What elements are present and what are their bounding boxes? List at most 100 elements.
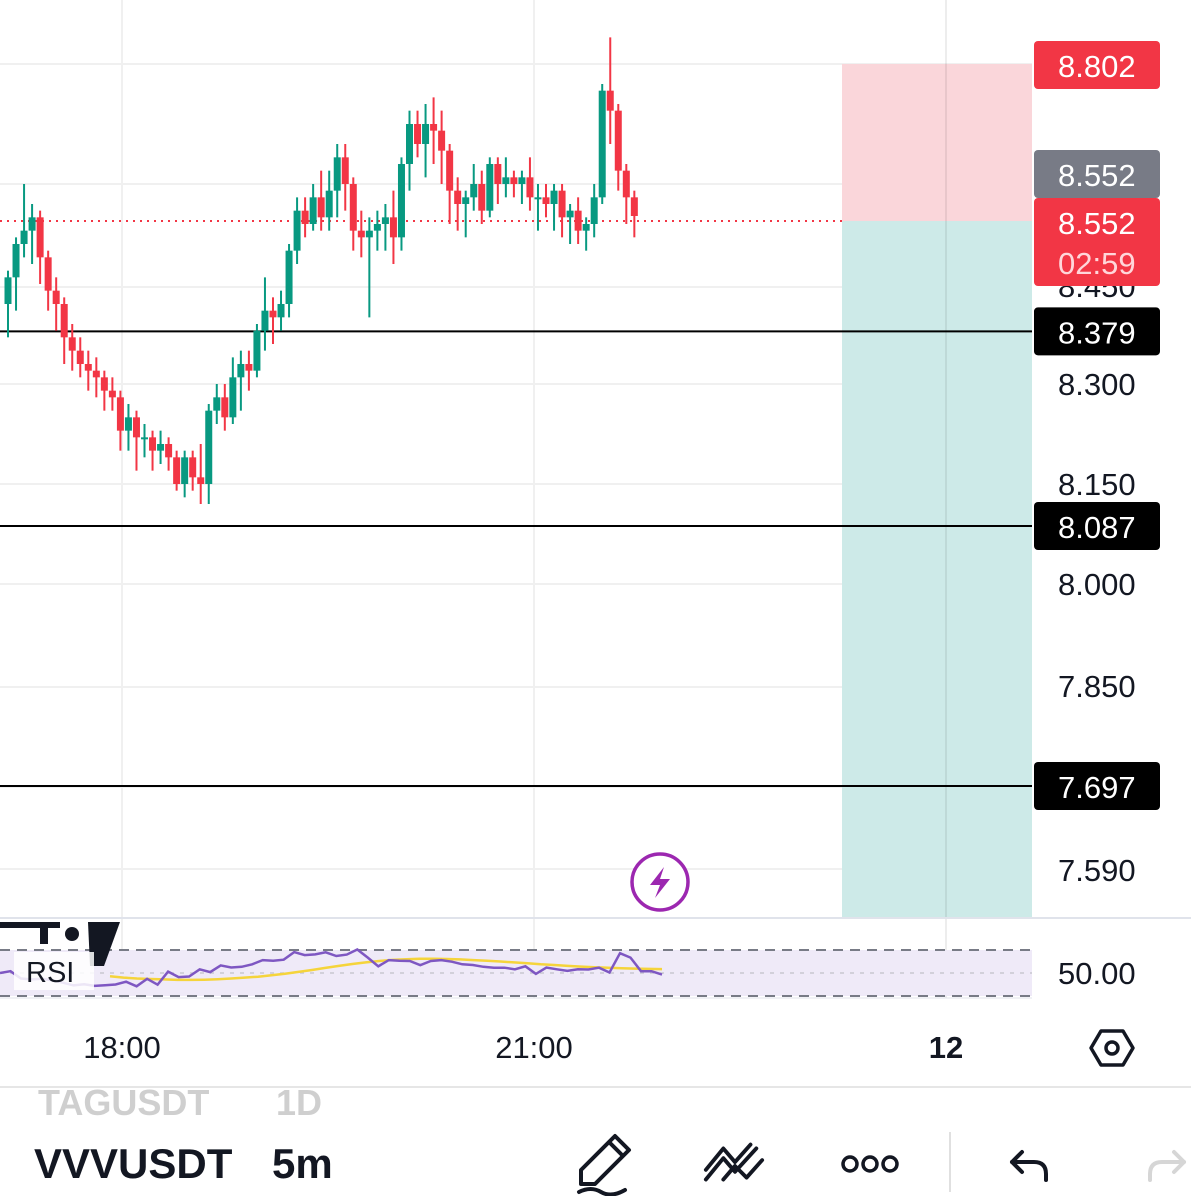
- time-tick-2100: 21:00: [495, 1030, 573, 1065]
- candle-body: [52, 290, 60, 304]
- price-axis[interactable]: 8.450 8.300 8.150 8.000 7.850 7.590: [1058, 269, 1136, 888]
- indicators-icon[interactable]: [702, 1132, 766, 1196]
- interval-button[interactable]: 5m: [272, 1140, 333, 1187]
- candle-body: [76, 350, 84, 364]
- candle-body: [526, 177, 534, 198]
- undo-icon[interactable]: [998, 1132, 1062, 1196]
- candle-body: [333, 157, 341, 191]
- candle-body: [108, 390, 116, 398]
- candle-body: [534, 197, 542, 200]
- line-tag-value: 8.379: [1058, 315, 1136, 350]
- bottom-toolbar: TAGUSDT 1D VVVUSDT 5m: [0, 1082, 1191, 1202]
- stop-loss-value: 8.802: [1058, 49, 1136, 84]
- candle-body: [181, 457, 189, 484]
- lightning-icon[interactable]: [630, 852, 690, 912]
- candle-body: [197, 477, 205, 484]
- more-dots-icon[interactable]: [838, 1132, 902, 1196]
- candle-body: [381, 217, 389, 224]
- candle-body: [309, 197, 317, 224]
- candle-body: [4, 277, 12, 304]
- rsi-line: [0, 948, 663, 988]
- last-price-value: 8.552: [1058, 158, 1136, 193]
- candle-body: [574, 210, 582, 231]
- candle-body: [28, 217, 36, 231]
- candle-body: [325, 190, 333, 218]
- candle-body: [293, 210, 301, 251]
- candle-body: [590, 197, 598, 224]
- candle-body: [132, 417, 140, 438]
- symbol-button[interactable]: VVVUSDT: [34, 1140, 233, 1187]
- candle-body: [301, 210, 309, 224]
- rsi-label[interactable]: RSI: [26, 957, 74, 989]
- toolbar-separator: [949, 1132, 951, 1192]
- candle-body: [430, 124, 438, 131]
- rsi-label-bg: [14, 952, 94, 990]
- candle-body: [44, 257, 52, 291]
- candle-body: [221, 397, 229, 418]
- tradingview-logo: [0, 922, 120, 966]
- candle-body: [269, 310, 277, 318]
- redo-icon[interactable]: [1134, 1132, 1191, 1196]
- last-price-tag[interactable]: 8.552: [1034, 150, 1160, 198]
- candle-body: [213, 397, 221, 411]
- price-tick-8000: 8.000: [1058, 567, 1136, 602]
- candle-body: [149, 437, 157, 451]
- candle-body: [317, 197, 325, 218]
- candle-body: [414, 124, 422, 144]
- current-price-value: 8.552: [1058, 206, 1136, 241]
- candle-body: [84, 364, 92, 371]
- candle-body: [141, 437, 149, 440]
- rsi-y-tick: 50.00: [1058, 956, 1136, 991]
- candle-body: [365, 230, 373, 238]
- candle-body: [494, 164, 502, 184]
- candle-body: [470, 184, 478, 198]
- candle-body: [502, 177, 510, 184]
- candle-body: [373, 224, 381, 231]
- horizontal-lines[interactable]: [0, 330, 1032, 787]
- candle-body: [630, 197, 638, 216]
- candle-body: [438, 130, 446, 151]
- line-tag-bg[interactable]: [1034, 502, 1160, 550]
- rsi-band: [0, 950, 1032, 996]
- stop-loss-zone[interactable]: [842, 64, 1032, 221]
- candle-body: [486, 164, 494, 211]
- candle-body: [157, 444, 165, 451]
- settings-hexagon-icon[interactable]: [1089, 1029, 1135, 1067]
- price-tick-7850: 7.850: [1058, 669, 1136, 704]
- line-price-tags[interactable]: 8.379 8.087 7.697: [1034, 307, 1160, 810]
- candle-body: [116, 397, 124, 431]
- candle-body: [422, 124, 430, 144]
- candle-body: [550, 190, 558, 204]
- candle-body: [510, 177, 518, 184]
- candle-body: [558, 190, 566, 218]
- candle-body: [598, 90, 606, 198]
- pencil-draw-icon[interactable]: [572, 1132, 636, 1196]
- candle-body: [36, 217, 44, 258]
- current-price-tag[interactable]: 8.552 02:59: [1034, 198, 1160, 286]
- candle-body: [165, 444, 173, 458]
- candle-body: [462, 197, 470, 204]
- take-profit-zone[interactable]: [842, 221, 1032, 918]
- candle-body: [173, 457, 181, 484]
- position-tool[interactable]: [842, 64, 1032, 918]
- chart-area[interactable]: RSI 50.00 8.450 8.300 8.150 8.000 7.850 …: [0, 0, 1191, 1085]
- candle-body: [237, 364, 245, 378]
- candle-body: [245, 364, 253, 371]
- countdown-value: 02:59: [1058, 246, 1136, 281]
- rsi-pane: RSI 50.00: [0, 922, 1136, 997]
- candle-body: [205, 410, 213, 484]
- price-tick-8300: 8.300: [1058, 367, 1136, 402]
- candle-body: [518, 177, 526, 184]
- stop-loss-tag[interactable]: 8.802: [1034, 41, 1160, 89]
- candle-body: [277, 304, 285, 318]
- candle-body: [614, 110, 622, 171]
- line-tag-bg[interactable]: [1034, 762, 1160, 810]
- candle-body: [566, 210, 574, 218]
- candle-body: [92, 370, 100, 378]
- line-tag-value: 7.697: [1058, 770, 1136, 805]
- candle-body: [357, 230, 365, 238]
- candle-body: [261, 310, 269, 331]
- time-tick-1800: 18:00: [83, 1030, 161, 1065]
- line-tag-bg[interactable]: [1034, 307, 1160, 356]
- candle-body: [406, 124, 413, 164]
